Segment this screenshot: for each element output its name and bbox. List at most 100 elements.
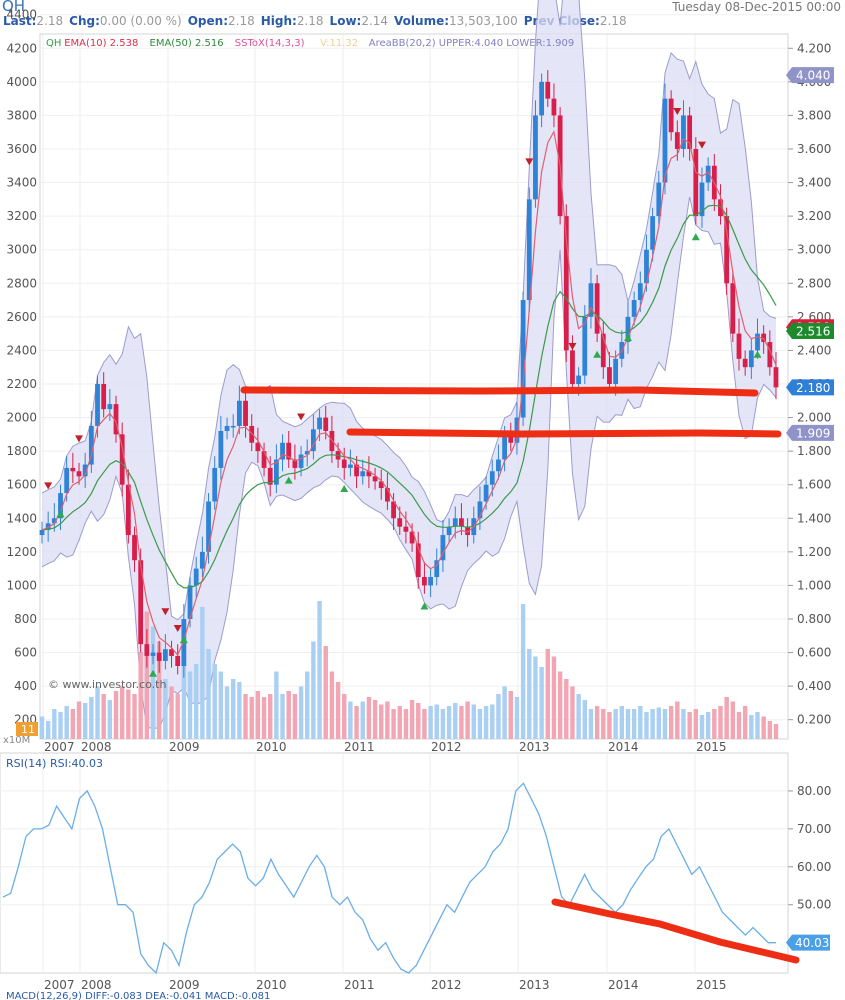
- volume-bar: [502, 686, 507, 739]
- rsi-downtrend-annotation: [551, 898, 800, 964]
- volume-bar: [126, 689, 131, 739]
- volume-bar: [699, 715, 705, 739]
- volume-bar: [329, 671, 335, 739]
- volume-bar: [366, 697, 372, 739]
- volume-bar: [545, 649, 550, 739]
- y-left-tick-label: 1800: [6, 444, 37, 458]
- volume-bar: [76, 701, 82, 739]
- candlestick: [440, 519, 446, 572]
- rsi-value-tag: 40.03: [786, 934, 830, 951]
- quote-label: High:: [260, 14, 297, 28]
- volume-bar: [292, 694, 298, 739]
- volume-bar: [169, 686, 174, 739]
- volume-bar: [132, 694, 137, 739]
- candlestick: [415, 531, 421, 589]
- volume-bar: [551, 656, 557, 739]
- y-left-tick-label: 2600: [6, 310, 37, 324]
- volume-bar: [422, 709, 427, 739]
- candlestick: [372, 467, 378, 490]
- candlestick: [230, 414, 236, 438]
- volume-bar: [274, 671, 279, 739]
- candlestick: [360, 459, 366, 485]
- volume-bar: [194, 664, 199, 739]
- y-left-tick-label: 4400: [6, 8, 37, 22]
- x-tick-label: 2010: [256, 978, 287, 992]
- quote-value: 2.18: [228, 14, 255, 28]
- volume-bar: [638, 706, 643, 739]
- volume-bar: [107, 700, 113, 739]
- svg-text:2.516: 2.516: [796, 324, 830, 338]
- volume-bar: [237, 682, 242, 739]
- candlestick: [520, 291, 526, 426]
- legend-item: EMA(10) 2.538: [64, 38, 138, 49]
- volume-bar: [249, 697, 254, 739]
- candlestick: [718, 184, 723, 225]
- volume-bar: [280, 694, 285, 739]
- candlestick: [101, 372, 107, 418]
- volume-bar: [212, 664, 217, 739]
- x-tick-label: 2014: [608, 740, 639, 754]
- y-right-tick-label: 4.200: [797, 41, 831, 55]
- svg-text:1.909: 1.909: [796, 426, 830, 440]
- volume-bar: [58, 712, 63, 739]
- quote-value: 2.18: [36, 14, 64, 28]
- candlestick: [113, 395, 119, 443]
- volume-bar: [379, 704, 384, 739]
- candlestick: [724, 207, 730, 296]
- volume-unit: x10M: [3, 735, 30, 746]
- volume-bar: [656, 707, 662, 739]
- volume-bar: [773, 724, 779, 739]
- volume-bar: [767, 721, 773, 739]
- quote-value: 2.18: [296, 14, 324, 28]
- y-left-tick-label: 1400: [6, 511, 37, 525]
- volume-bar: [570, 686, 575, 739]
- volume-bar: [317, 601, 322, 739]
- y-right-tick-label: 0.800: [797, 612, 831, 626]
- candlestick: [304, 439, 310, 467]
- buy-signal-marker: [149, 669, 158, 677]
- candlestick: [144, 629, 150, 668]
- candlestick: [742, 350, 748, 376]
- left-price-axis: 4400 4200 4000 3800 3600 3400 3200 3000 2800 2600…: [6, 8, 37, 727]
- candlestick: [514, 402, 520, 455]
- candlestick: [243, 392, 248, 438]
- candlestick: [600, 321, 606, 379]
- buy-signal-marker: [593, 350, 602, 358]
- macd-legend: MACD(12,26,9) DIFF:-0.083 DEA:-0.041 MAC…: [6, 991, 270, 1000]
- y-left-tick-label: 4200: [6, 41, 37, 55]
- volume-bar: [255, 691, 261, 739]
- volume-bar: [150, 626, 156, 739]
- candlestick: [156, 640, 162, 673]
- support-annotation-line: [346, 428, 782, 438]
- candlestick: [378, 469, 384, 500]
- candlestick: [563, 204, 569, 363]
- candlestick: [212, 456, 218, 510]
- candlestick: [656, 170, 662, 225]
- candlestick: [132, 526, 137, 572]
- rsi-grid: [0, 753, 788, 973]
- candlestick: [70, 452, 76, 484]
- x-tick-label: 2007: [44, 978, 75, 992]
- quote-value: 2.14: [361, 14, 389, 28]
- sell-signal-marker: [161, 608, 170, 616]
- candlestick: [551, 83, 557, 128]
- volume-bar: [453, 703, 458, 739]
- volume-bar: [231, 679, 236, 739]
- buy-signal-marker: [623, 333, 632, 341]
- volume-bar: [224, 686, 230, 739]
- volume-bar: [416, 703, 421, 739]
- y-right-tick-label: 3.600: [797, 142, 831, 156]
- candlestick: [150, 644, 156, 665]
- volume-bar: [705, 712, 711, 739]
- volume-bar: [391, 709, 396, 739]
- candlestick: [668, 90, 674, 141]
- bollinger-upper-line: [41, 0, 777, 621]
- svg-text:2.180: 2.180: [796, 381, 830, 395]
- volume-bar: [286, 691, 291, 739]
- volume-bar: [335, 682, 341, 739]
- rsi-y-tick-label: 70.00: [797, 822, 831, 836]
- volume-bar: [539, 667, 544, 739]
- volume-bar: [508, 691, 513, 739]
- volume-bar: [243, 694, 248, 739]
